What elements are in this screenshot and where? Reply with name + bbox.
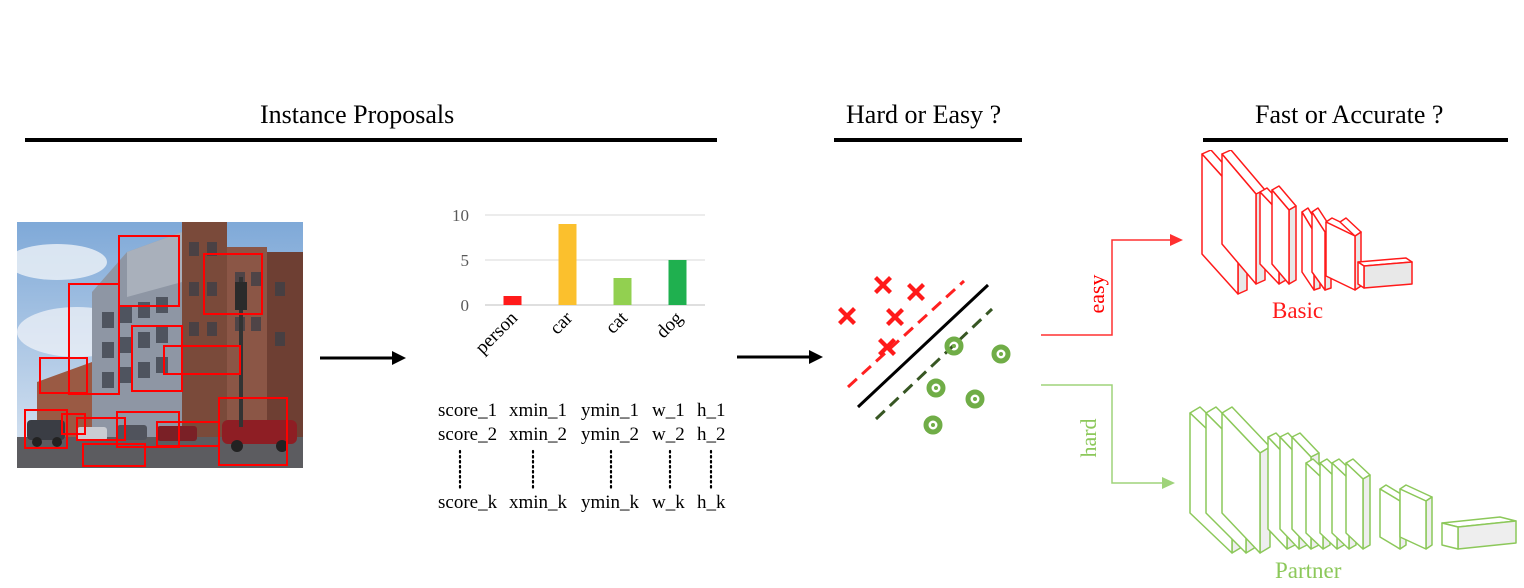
heading-rule-proposals [25, 138, 717, 142]
class-score-bar-chart: 0 5 10 person car cat dog [452, 206, 705, 358]
circle-marker [926, 378, 946, 398]
margin-hard [874, 307, 994, 421]
table-cell: score_2 [438, 424, 498, 445]
y-tick-label: 10 [452, 206, 469, 225]
table-cell: h_k [697, 492, 726, 513]
heading-fast-or-accurate: Fast or Accurate ? [1255, 100, 1444, 129]
basic-network [1201, 150, 1413, 295]
bar-person [503, 296, 522, 305]
bar-dog [668, 260, 687, 305]
heading-instance-proposals: Instance Proposals [260, 100, 455, 129]
table-cell: xmin_k [509, 492, 568, 513]
table-cell: score_k [438, 492, 498, 513]
x-tick-label-person: person [471, 307, 522, 358]
heading-hard-or-easy: Hard or Easy ? [846, 100, 1002, 129]
table-cell: xmin_2 [509, 424, 568, 445]
hard-easy-classifier [838, 276, 1011, 435]
partner-network [1189, 406, 1517, 554]
table-cell: w_k [652, 492, 685, 513]
x-tick-label-dog: dog [652, 307, 687, 342]
easy-branch-line [1041, 239, 1173, 336]
street-photo [17, 222, 303, 468]
y-tick-label: 0 [461, 296, 470, 315]
arrow-chart-to-classifier [737, 350, 823, 364]
circle-marker [991, 344, 1011, 364]
bar-cat [613, 278, 632, 305]
circle-marker [944, 336, 964, 356]
x-tick-label-car: car [546, 307, 578, 339]
bar-car [558, 224, 577, 305]
table-cell: xmin_1 [509, 400, 568, 421]
cross-marker [878, 338, 896, 356]
y-tick-label: 5 [461, 251, 470, 270]
cross-marker [838, 307, 856, 325]
decision-boundary [856, 283, 990, 409]
cross-marker [886, 308, 904, 326]
table-cell: w_2 [652, 424, 685, 445]
cross-marker [907, 283, 925, 301]
x-tick-label-cat: cat [602, 307, 633, 338]
circle-marker [965, 389, 985, 409]
table-cell: ymin_2 [581, 424, 640, 445]
heading-rule-hard-easy [834, 138, 1022, 142]
cross-marker [874, 276, 892, 294]
table-cell: ymin_k [581, 492, 640, 513]
partner-label: Partner [1275, 558, 1342, 583]
arrow-photo-to-chart [320, 351, 406, 365]
heading-rule-fast-accurate [1203, 138, 1508, 142]
table-cell: score_1 [438, 400, 498, 421]
table-cell: h_2 [697, 424, 726, 445]
table-cell: h_1 [697, 400, 726, 421]
easy-samples [838, 276, 925, 356]
branch-arrows [1041, 234, 1183, 489]
table-cell: w_1 [652, 400, 685, 421]
easy-label: easy [1084, 274, 1109, 314]
table-cell: ymin_1 [581, 400, 640, 421]
table-ellipsis-dots [458, 449, 713, 490]
basic-label: Basic [1272, 298, 1324, 323]
hard-samples [923, 336, 1011, 435]
circle-marker [923, 415, 943, 435]
hard-branch-line [1041, 384, 1165, 484]
margin-easy [846, 279, 966, 389]
hard-label: hard [1076, 418, 1101, 458]
